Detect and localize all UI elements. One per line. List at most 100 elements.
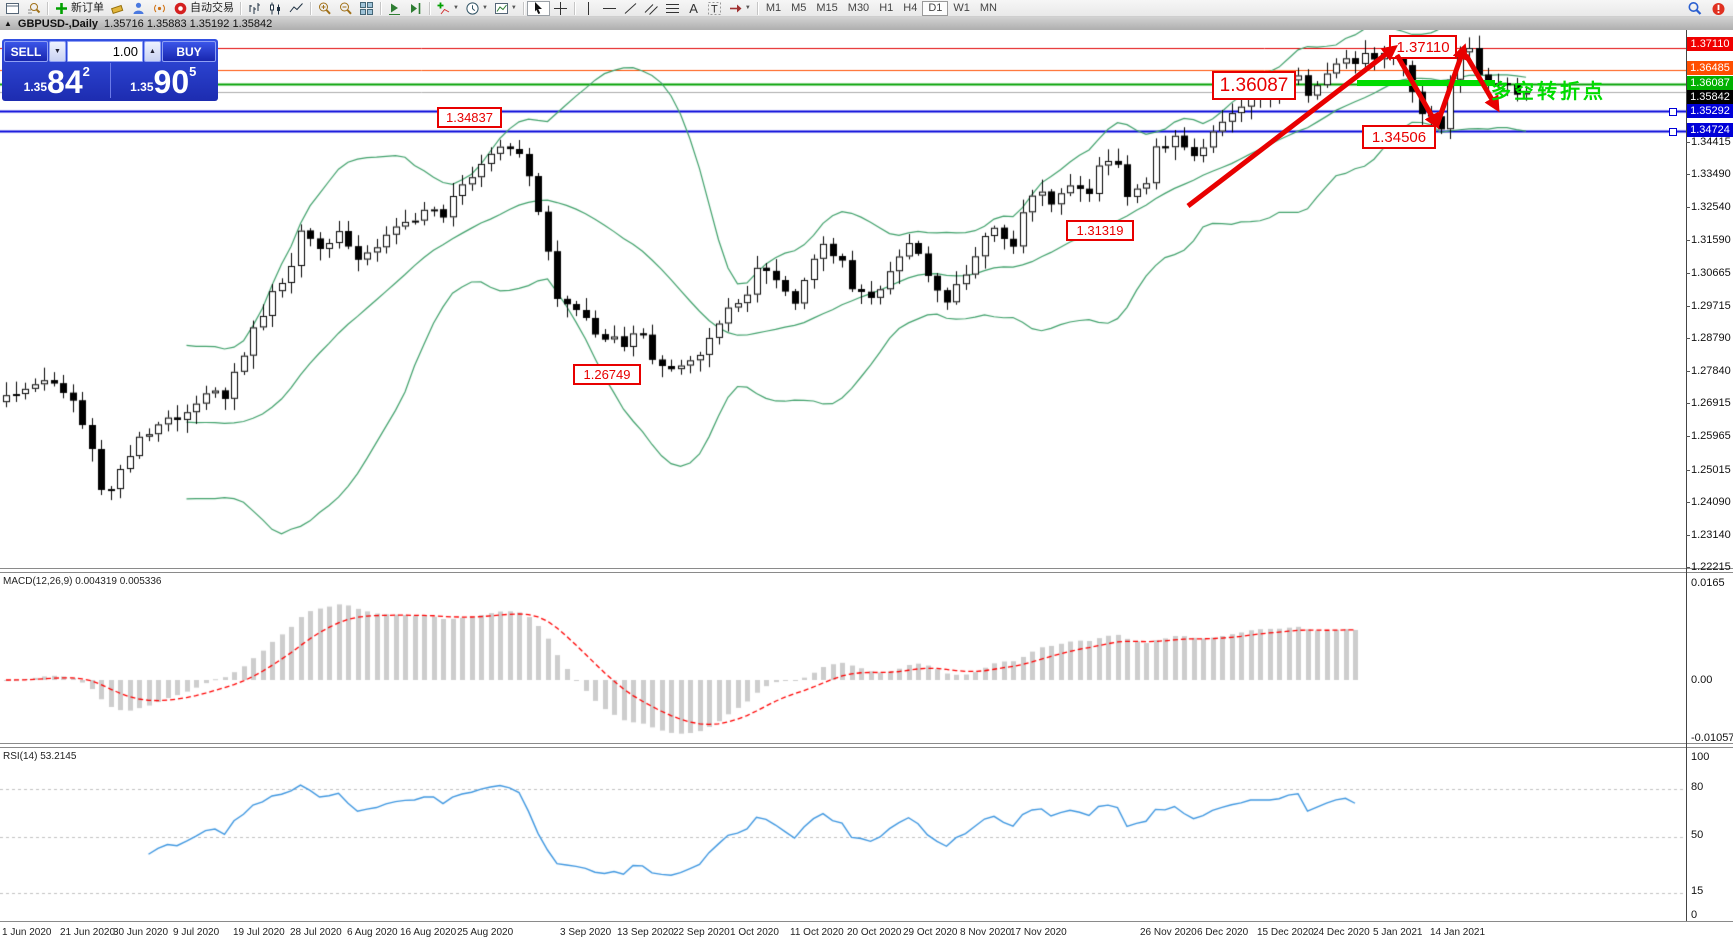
- toolbar-separator: [573, 1, 575, 15]
- periods-dropdown-icon[interactable]: ▼: [481, 5, 488, 11]
- timeframe-m15-button[interactable]: M15: [816, 1, 838, 14]
- candle-chart-mode-button[interactable]: [265, 1, 286, 16]
- hline-handle[interactable]: [1669, 108, 1677, 116]
- toolbar-right-icons: [1684, 1, 1733, 16]
- price-tick-mark: [1686, 306, 1690, 307]
- templates-button[interactable]: ▼: [491, 1, 520, 16]
- panel-separator[interactable]: [0, 743, 1733, 748]
- timeframe-w1-button[interactable]: W1: [953, 1, 970, 14]
- periods-button[interactable]: ▼: [462, 1, 491, 16]
- volume-down-button[interactable]: ▼: [49, 41, 66, 62]
- pivot-zone-bar[interactable]: [1357, 80, 1495, 86]
- templates-dropdown-icon[interactable]: ▼: [510, 5, 517, 11]
- market-watch-button[interactable]: [23, 1, 44, 16]
- arrows-objects-button[interactable]: ▼: [725, 1, 754, 16]
- notifications-button[interactable]: [1708, 1, 1729, 16]
- main-toolbar: 新订单 自动交易 ▼ ▼ ▼ A T ▼ M1 M5 M15 M30 H1 H4 D1 W1 MN: [0, 0, 1733, 17]
- date-label: 28 Jul 2020: [290, 927, 342, 938]
- cursor-button[interactable]: [526, 0, 550, 16]
- line-chart-mode-button[interactable]: [286, 1, 307, 16]
- timeframe-d1-button[interactable]: D1: [922, 0, 949, 16]
- vertical-line-icon: [581, 1, 596, 16]
- trendline-icon: [623, 1, 638, 16]
- buy-price[interactable]: 1.35 90 5: [111, 63, 217, 98]
- collapse-triangle-icon[interactable]: ▲: [4, 19, 12, 28]
- price-tick-mark: [1686, 403, 1690, 404]
- expert-advisors-button[interactable]: [128, 1, 149, 16]
- price-tick-label: 1.28790: [1691, 332, 1731, 344]
- sell-price[interactable]: 1.35 84 2: [4, 63, 110, 98]
- price-annotation-box[interactable]: 1.36087: [1212, 71, 1296, 100]
- timeframe-m30-button[interactable]: M30: [847, 1, 870, 14]
- equidistant-channel-button[interactable]: [641, 1, 662, 16]
- macd-indicator-canvas[interactable]: [0, 573, 1686, 743]
- buy-price-prefix: 1.35: [130, 80, 154, 94]
- timeframe-m1-button[interactable]: M1: [765, 1, 782, 14]
- signals-icon: [152, 1, 167, 16]
- rsi-indicator-canvas[interactable]: [0, 748, 1686, 921]
- buy-button[interactable]: BUY: [162, 41, 216, 62]
- date-label: 13 Sep 2020: [617, 927, 674, 938]
- arrows-objects-dropdown-icon[interactable]: ▼: [744, 5, 751, 11]
- zoom-in-button[interactable]: [314, 1, 335, 16]
- new-order-button[interactable]: 新订单: [51, 1, 107, 16]
- hline-handle[interactable]: [1669, 128, 1677, 136]
- text-button[interactable]: A: [683, 1, 704, 16]
- price-chart-canvas[interactable]: [0, 30, 1686, 568]
- arrows-objects-icon: [728, 1, 743, 16]
- timeframe-h1-button[interactable]: H1: [879, 1, 894, 14]
- signals-button[interactable]: [149, 1, 170, 16]
- panel-separator[interactable]: [0, 568, 1733, 573]
- eraser-button[interactable]: [107, 1, 128, 16]
- fibonacci-button[interactable]: [662, 1, 683, 16]
- volume-input[interactable]: [67, 41, 143, 62]
- toolbar-separator: [380, 1, 381, 15]
- date-label: 8 Nov 2020: [960, 927, 1012, 938]
- auto-scroll-button[interactable]: [384, 1, 405, 16]
- new-chart-button[interactable]: [2, 1, 23, 16]
- timeframe-mn-button[interactable]: MN: [979, 1, 997, 14]
- auto-trading-button[interactable]: 自动交易: [170, 1, 237, 16]
- vertical-line-button[interactable]: [578, 1, 599, 16]
- date-label: 21 Jun 2020: [60, 927, 116, 938]
- indicators-button[interactable]: ▼: [433, 1, 462, 16]
- bar-chart-mode-icon: [247, 1, 262, 16]
- rsi-label: RSI(14) 53.2145: [3, 751, 77, 762]
- sell-button[interactable]: SELL: [4, 41, 48, 62]
- toolbar-separator: [522, 1, 524, 15]
- tile-windows-button[interactable]: [356, 1, 377, 16]
- price-annotation-box[interactable]: 1.37110: [1389, 35, 1457, 59]
- chart-shift-button[interactable]: [405, 1, 426, 16]
- search-button[interactable]: [1684, 1, 1705, 16]
- price-tick-label: 1.32540: [1691, 201, 1731, 213]
- date-label: 29 Oct 2020: [903, 927, 958, 938]
- price-annotation-box[interactable]: 1.26749: [573, 364, 641, 385]
- price-tick-mark: [1686, 567, 1690, 568]
- macd-label: MACD(12,26,9) 0.004319 0.005336: [3, 576, 162, 587]
- timeframe-h4-button[interactable]: H4: [903, 1, 918, 14]
- time-axis-border: [0, 921, 1733, 922]
- sell-price-big: 84: [47, 64, 83, 100]
- price-tick-label: 1.34415: [1691, 136, 1731, 148]
- crosshair-button[interactable]: [550, 1, 571, 16]
- price-annotation-box[interactable]: 1.34506: [1362, 125, 1436, 149]
- price-annotation-box[interactable]: 1.31319: [1066, 220, 1134, 241]
- quote-divider: [109, 63, 111, 98]
- trendline-button[interactable]: [620, 1, 641, 16]
- expert-advisors-icon: [131, 1, 146, 16]
- price-annotation-box[interactable]: 1.34837: [437, 107, 502, 128]
- text-label-button[interactable]: T: [704, 1, 725, 16]
- timeframe-m5-button[interactable]: M5: [791, 1, 807, 14]
- pivot-annotation-text[interactable]: 多空转折点: [1491, 81, 1606, 103]
- bar-chart-mode-button[interactable]: [244, 1, 265, 16]
- rsi-tick-label: 15: [1691, 885, 1704, 897]
- indicators-dropdown-icon[interactable]: ▼: [453, 5, 459, 11]
- horizontal-line-button[interactable]: [599, 1, 620, 16]
- zoom-out-button[interactable]: [335, 1, 356, 16]
- equidistant-channel-icon: [644, 1, 659, 16]
- volume-up-button[interactable]: ▲: [144, 41, 161, 62]
- price-tick-label: 1.31590: [1691, 234, 1731, 246]
- one-click-trading-panel: SELL ▼ ▲ BUY 1.35 84 2 1.35 90 5: [2, 39, 218, 101]
